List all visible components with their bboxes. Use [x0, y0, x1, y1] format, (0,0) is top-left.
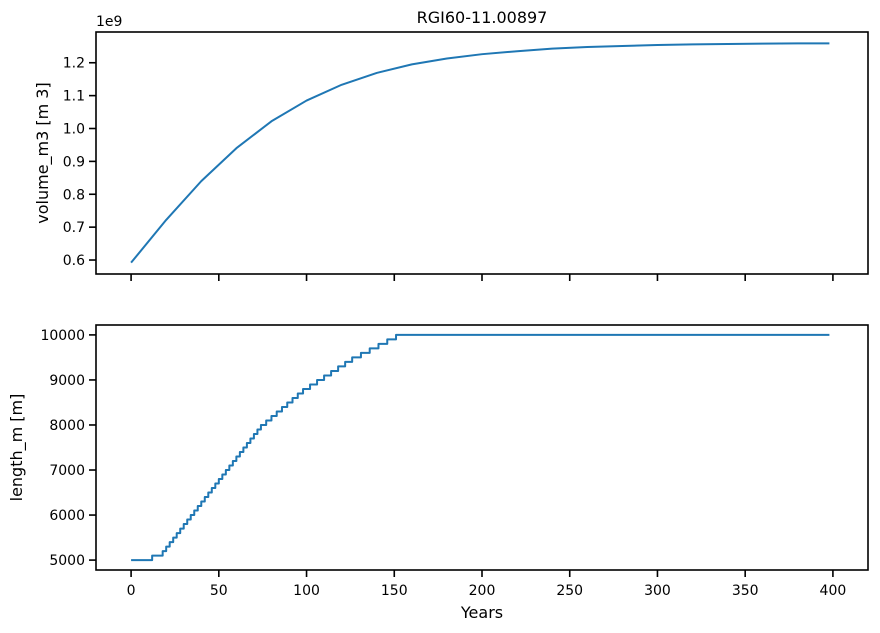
- y-tick-label: 1.2: [63, 56, 85, 72]
- y-axis-label-volume: volume_m3 [m 3]: [33, 82, 53, 223]
- y-tick-label: 7000: [49, 463, 85, 479]
- y-offset-label: 1e9: [96, 14, 122, 30]
- y-tick-label: 0.7: [63, 220, 85, 236]
- x-axis-label: Years: [460, 603, 503, 622]
- y-tick-label: 1.0: [63, 122, 85, 138]
- x-tick-label: 400: [820, 583, 847, 599]
- y-tick-label: 10000: [40, 328, 85, 344]
- chart-title: RGI60-11.00897: [417, 8, 548, 27]
- y-tick-label: 0.8: [63, 187, 85, 203]
- y-tick-label: 5000: [49, 553, 85, 569]
- length-plot-frame: [95, 324, 869, 571]
- y-tick-label: 8000: [49, 418, 85, 434]
- x-tick-label: 200: [469, 583, 496, 599]
- length-axis-ticks: 0 50 100 150 200 250 300 350 400 5000 6000 7000 8000…: [40, 328, 846, 599]
- x-tick-label: 0: [127, 583, 136, 599]
- y-tick-label: 9000: [49, 373, 85, 389]
- volume-axis-ticks: 0.6 0.7 0.8 0.9 1.0 1.1 1.2: [63, 56, 834, 281]
- y-tick-label: 0.6: [63, 253, 85, 269]
- volume-series-line: [130, 42, 830, 264]
- x-tick-label: 350: [732, 583, 759, 599]
- length-panel: length_m [m] Years 0 50 100 150 200 250 300 350…: [7, 324, 869, 622]
- x-tick-label: 300: [644, 583, 671, 599]
- volume-panel: RGI60-11.00897 1e9 volume_m3 [m 3] 0.60.…: [33, 8, 869, 281]
- x-tick-label: 250: [556, 583, 583, 599]
- x-tick-label: 150: [381, 583, 408, 599]
- x-tick-label: 50: [210, 583, 228, 599]
- length-series-line: [131, 333, 830, 562]
- y-tick-label: 6000: [49, 508, 85, 524]
- volume-plot-frame: [95, 31, 869, 275]
- y-axis-label-length: length_m [m]: [7, 394, 27, 502]
- y-tick-label: 1.1: [63, 89, 85, 105]
- y-tick-label: 0.9: [63, 154, 85, 170]
- x-tick-label: 100: [293, 583, 320, 599]
